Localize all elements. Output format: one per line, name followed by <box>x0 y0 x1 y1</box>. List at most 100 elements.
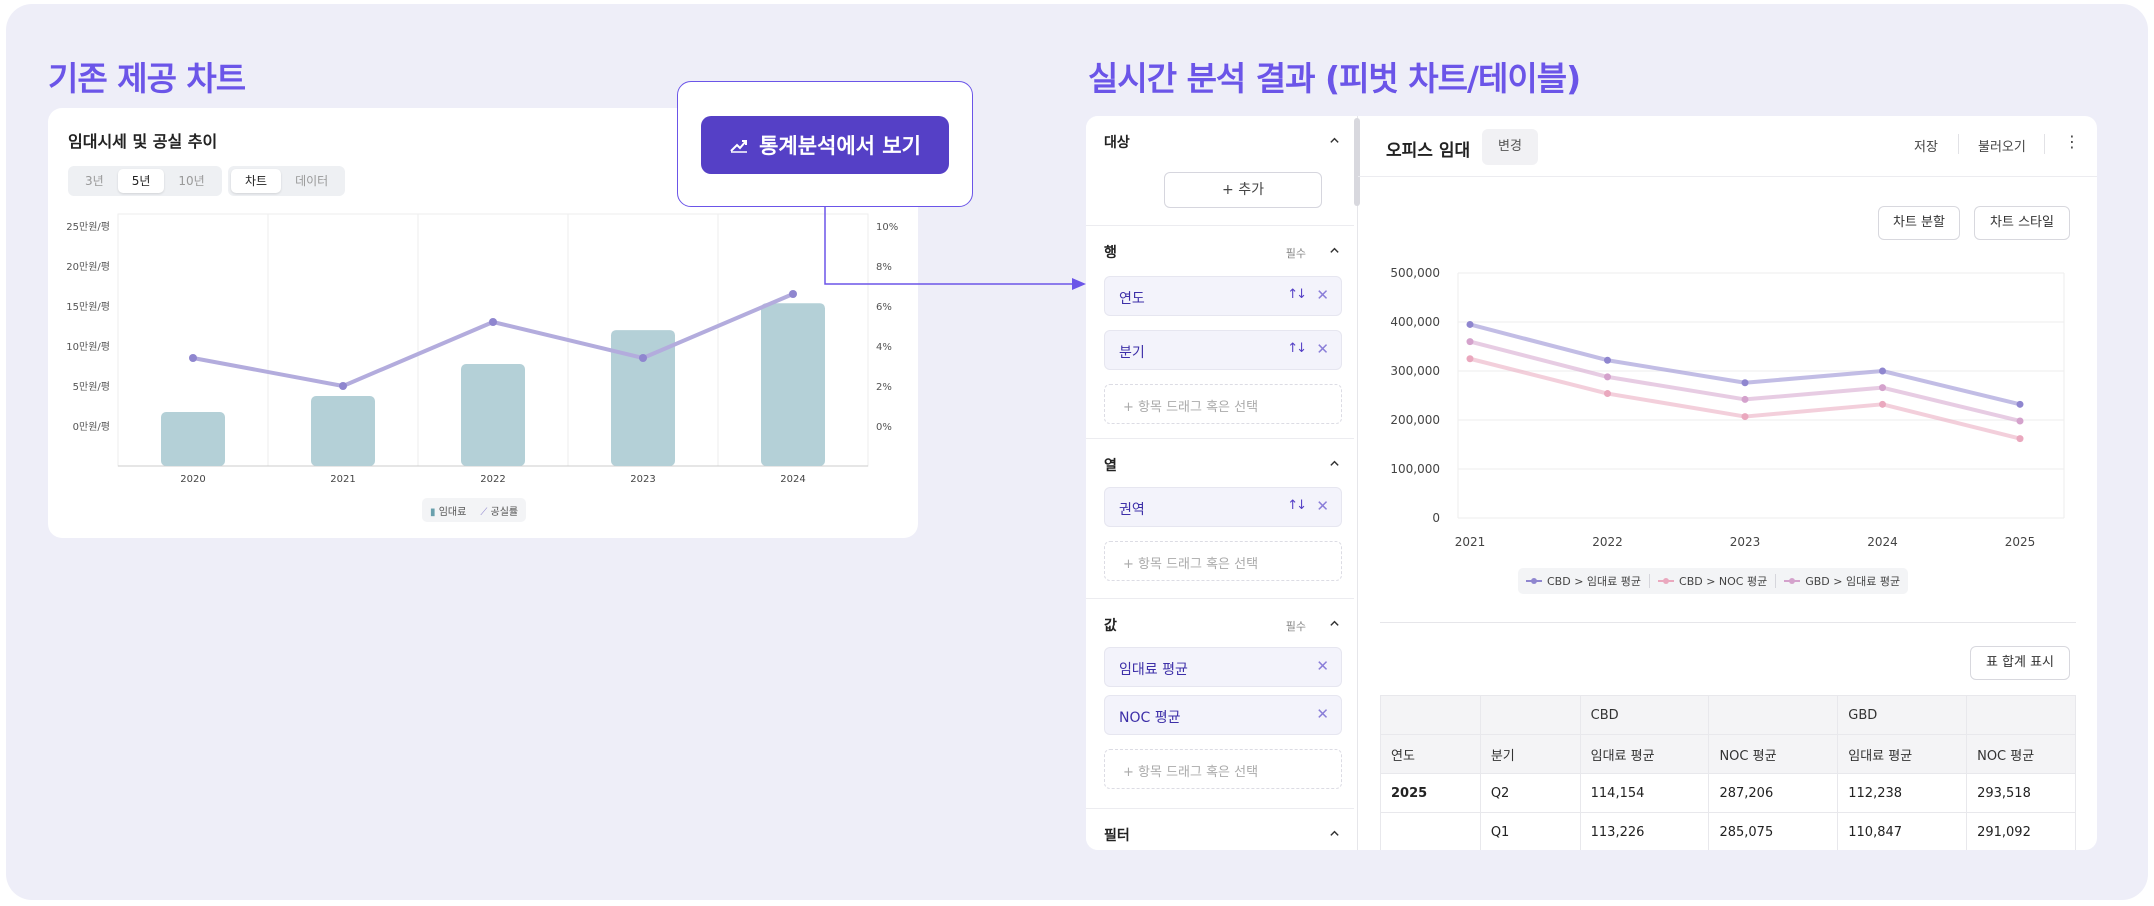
show-table-totals-button[interactable]: 표 합계 표시 <box>1970 646 2070 680</box>
period-option-5y[interactable]: 5년 <box>117 169 165 193</box>
sort-icon[interactable]: ↑↓ <box>1287 341 1307 356</box>
chevron-up-icon[interactable] <box>1329 618 1340 629</box>
table-cell: 285,075 <box>1708 812 1839 850</box>
sort-icon[interactable]: ↑↓ <box>1287 287 1307 302</box>
value-chip-rent-avg-label: 임대료 평균 <box>1119 662 1188 678</box>
line-point <box>1879 384 1886 392</box>
table-cell: 293,518 <box>1966 773 2076 813</box>
rent-vacancy-chart: 25만원/평 20만원/평 15만원/평 10만원/평 5만원/평 0만원/평 10% 8% 6… <box>66 213 898 485</box>
legend-separator <box>1649 574 1651 588</box>
legend-label-vacancy: 공실률 <box>490 506 519 518</box>
line-point <box>1741 413 1749 421</box>
close-icon[interactable]: ✕ <box>1316 657 1329 675</box>
section-columns-title: 열 <box>1104 458 1117 474</box>
legend-label: CBD > NOC 평균 <box>1679 575 1768 588</box>
table-cell: 291,092 <box>1966 812 2076 850</box>
save-button[interactable]: 저장 <box>1914 140 1938 155</box>
table-header-cell: 임대료 평균 <box>1579 734 1710 774</box>
legend-label: CBD > 임대료 평균 <box>1547 575 1642 588</box>
trend-line-icon: ⟋ <box>480 506 488 518</box>
header-divider <box>2044 134 2045 154</box>
table-cell <box>1380 812 1481 850</box>
legend-item-cbd-noc[interactable]: CBD > NOC 평균 <box>1658 573 1767 589</box>
pivot-table: CBD GBD 연도 분기 임대료 평균 NOC 평균 임대료 평균 NOC 평… <box>1380 695 2076 850</box>
y-tick-label: 20만원/평 <box>66 261 110 273</box>
close-icon[interactable]: ✕ <box>1316 705 1329 723</box>
chevron-up-icon[interactable] <box>1329 828 1340 839</box>
table-header-cell: NOC 평균 <box>1966 734 2076 774</box>
view-in-statistics-label: 통계분석에서 보기 <box>759 134 921 158</box>
value-chip-noc-avg[interactable]: NOC 평균 ✕ <box>1104 695 1342 735</box>
rows-dropzone[interactable]: + 항목 드래그 혹은 선택 <box>1104 384 1342 424</box>
line-point <box>1741 395 1749 403</box>
sidebar-scrollbar[interactable] <box>1354 118 1360 206</box>
legend-line-marker <box>1526 578 1542 584</box>
close-icon[interactable]: ✕ <box>1316 286 1329 304</box>
row-chip-quarter[interactable]: 분기 ↑↓ ✕ <box>1104 330 1342 370</box>
y2-tick-label: 2% <box>876 382 892 393</box>
line-point <box>339 382 347 390</box>
section-filter: 필터 <box>1086 809 1354 850</box>
report-title: 오피스 임대 <box>1386 141 1471 161</box>
close-icon[interactable]: ✕ <box>1316 340 1329 358</box>
chart-split-button[interactable]: 차트 분할 <box>1878 206 1960 240</box>
more-vertical-icon[interactable]: ⋮ <box>2064 132 2080 151</box>
x-tick-label: 2023 <box>1730 535 1761 549</box>
value-chip-rent-avg[interactable]: 임대료 평균 ✕ <box>1104 647 1342 687</box>
chart-style-button[interactable]: 차트 스타일 <box>1974 206 2070 240</box>
left-section-title: 기존 제공 차트 <box>48 59 246 98</box>
y2-tick-label: 6% <box>876 302 892 313</box>
bar-chart-icon: ▮ <box>430 506 436 518</box>
header-separator <box>1358 176 2097 177</box>
line-point <box>489 318 497 326</box>
table-row: Q1 113,226 285,075 110,847 291,092 <box>1380 812 2076 850</box>
y-tick-label: 10만원/평 <box>66 341 110 353</box>
legend-label: GBD > 임대료 평균 <box>1805 575 1901 588</box>
view-in-statistics-button[interactable]: 통계분석에서 보기 <box>701 116 949 174</box>
row-chip-year[interactable]: 연도 ↑↓ ✕ <box>1104 276 1342 316</box>
legend-item-vacancy[interactable]: ⟋ 공실률 <box>480 503 518 518</box>
table-cell: 112,238 <box>1837 773 1968 813</box>
period-option-10y[interactable]: 10년 <box>178 174 205 188</box>
chevron-up-icon[interactable] <box>1329 135 1340 146</box>
x-tick-label: 2024 <box>780 474 805 485</box>
column-chip-region[interactable]: 권역 ↑↓ ✕ <box>1104 487 1342 527</box>
line-point <box>2016 400 2024 408</box>
section-values-title: 값 <box>1104 618 1117 634</box>
table-row: 2025 Q2 114,154 287,206 112,238 293,518 <box>1380 773 2076 813</box>
table-cell: CBD <box>1579 695 1710 735</box>
x-tick-label: 2023 <box>630 474 655 485</box>
legend-item-cbd-rent[interactable]: CBD > 임대료 평균 <box>1526 573 1641 589</box>
pivot-main-area: 오피스 임대 변경 저장 불러오기 ⋮ 차트 분할 차트 스타일 500,000… <box>1358 116 2097 850</box>
columns-dropzone[interactable]: + 항목 드래그 혹은 선택 <box>1104 541 1342 581</box>
view-option-data[interactable]: 데이터 <box>295 174 329 188</box>
table-cell <box>1479 695 1581 735</box>
legend-item-rent[interactable]: ▮ 임대료 <box>430 503 466 518</box>
section-filter-title: 필터 <box>1104 828 1130 844</box>
section-rows: 행 필수 연도 ↑↓ ✕ 분기 ↑↓ ✕ + 항목 드래그 혹은 선택 <box>1086 226 1354 439</box>
line-point <box>1466 338 1474 346</box>
table-cell: 114,154 <box>1579 773 1710 813</box>
line-point <box>1879 400 1886 408</box>
line-point <box>1466 320 1474 328</box>
section-values: 값 필수 임대료 평균 ✕ NOC 평균 ✕ + 항목 드래그 혹은 선택 <box>1086 599 1354 809</box>
chevron-up-icon[interactable] <box>1329 245 1340 256</box>
line-point <box>639 354 647 362</box>
change-button[interactable]: 변경 <box>1482 129 1538 165</box>
x-tick-label: 2024 <box>1867 535 1898 549</box>
sort-icon[interactable]: ↑↓ <box>1287 498 1307 513</box>
bar <box>461 364 525 466</box>
add-target-button[interactable]: + 추가 <box>1164 172 1322 208</box>
callout-box: 통계분석에서 보기 <box>677 81 973 207</box>
values-dropzone[interactable]: + 항목 드래그 혹은 선택 <box>1104 749 1342 789</box>
y-tick-label: 25만원/평 <box>66 221 110 233</box>
y-tick-label: 5만원/평 <box>73 381 110 393</box>
legend-item-gbd-rent[interactable]: GBD > 임대료 평균 <box>1784 573 1900 589</box>
close-icon[interactable]: ✕ <box>1316 497 1329 515</box>
chevron-up-icon[interactable] <box>1329 458 1340 469</box>
y2-tick-label: 10% <box>876 222 898 233</box>
value-chip-noc-avg-label: NOC 평균 <box>1119 710 1181 726</box>
period-option-3y[interactable]: 3년 <box>85 174 104 188</box>
view-option-chart[interactable]: 차트 <box>231 169 282 193</box>
load-button[interactable]: 불러오기 <box>1978 140 2026 155</box>
